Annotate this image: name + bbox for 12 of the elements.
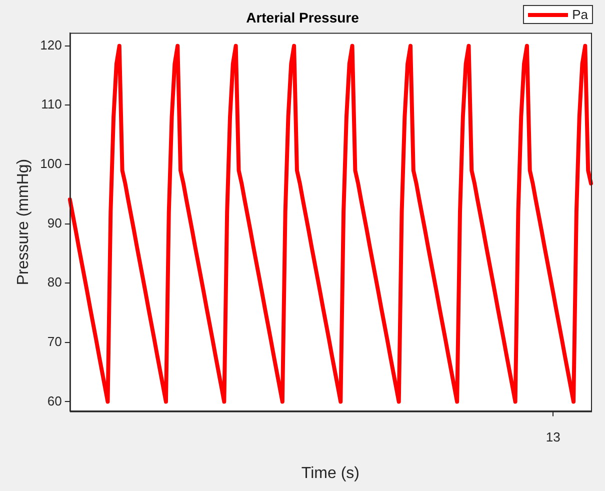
y-tick-label: 60 [47, 393, 62, 408]
x-tick-label: 13 [546, 430, 560, 445]
y-tick-label: 110 [41, 96, 62, 112]
y-tick-label: 100 [40, 156, 62, 172]
y-tick-label: 90 [47, 215, 62, 230]
chart-title: Arterial Pressure [246, 9, 360, 26]
y-tick-label: 80 [47, 274, 62, 290]
y-tick-label: 120 [40, 37, 62, 52]
x-axis-title: Time (s) [301, 464, 360, 482]
legend-label: Pa [572, 7, 588, 22]
y-axis-title: Pressure (mmHg) [15, 158, 32, 286]
y-tick-label: 70 [47, 334, 62, 349]
